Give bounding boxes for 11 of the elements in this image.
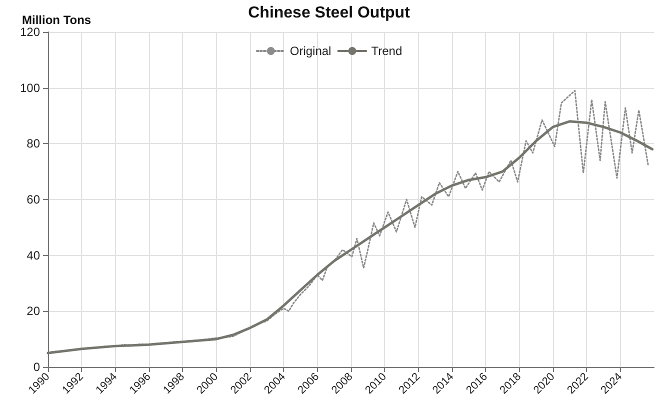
y-tick-label: 100 (20, 80, 40, 95)
y-tick-label: 0 (33, 360, 40, 374)
chart-title: Chinese Steel Output (248, 4, 411, 22)
y-tick-label: 120 (20, 25, 40, 39)
y-axis-title: Million Tons (22, 13, 92, 28)
y-tick-label: 20 (26, 304, 40, 318)
y-tick-label: 60 (26, 192, 40, 206)
y-tick-label: 80 (26, 136, 40, 151)
legend-label: Trend (371, 44, 402, 58)
legend-label: Original (290, 44, 332, 58)
y-tick-label: 40 (26, 248, 40, 262)
